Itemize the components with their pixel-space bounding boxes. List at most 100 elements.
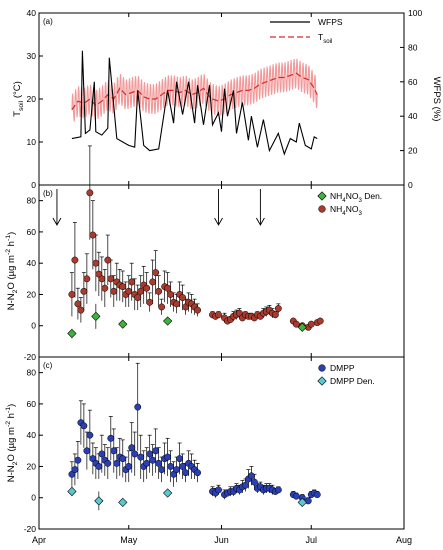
- den-point: [297, 497, 307, 508]
- data-point: [215, 311, 222, 319]
- legend-swatch-dmpp-den: [317, 376, 327, 386]
- data-point: [107, 275, 115, 283]
- data-point: [98, 450, 106, 458]
- panel-label: (a): [43, 17, 53, 26]
- den-point: [163, 316, 173, 326]
- y2-tick-label: 20: [408, 146, 418, 156]
- y-tick-label: 0: [31, 321, 36, 331]
- legend-swatch-nh4no3: [318, 205, 326, 213]
- panel-b-nh4no3-flux: -20 0 20 40 60 80 (b) N-N2O (µg m-2 h-1) NH4NO3 …: [5, 145, 405, 362]
- data-point: [241, 481, 249, 489]
- y2-tick-label: 80: [408, 42, 418, 52]
- data-point: [80, 287, 88, 295]
- data-point: [92, 259, 100, 267]
- data-point: [173, 300, 181, 308]
- data-point: [104, 256, 112, 264]
- data-point: [158, 466, 166, 474]
- den-point: [67, 486, 77, 497]
- legend-label-nh4no3: NH4NO3: [330, 204, 362, 217]
- data-point: [74, 300, 82, 308]
- data-point: [71, 466, 79, 474]
- data-point: [128, 278, 136, 286]
- shared-month-axis: Apr May Jun Jul Aug: [32, 535, 412, 545]
- data-point: [83, 275, 91, 283]
- data-point: [86, 189, 94, 197]
- den-point: [67, 328, 77, 339]
- data-point: [194, 306, 202, 314]
- data-point: [149, 278, 157, 286]
- data-point: [194, 469, 202, 477]
- den-point: [297, 322, 307, 332]
- data-point: [119, 455, 127, 463]
- data-point: [164, 284, 172, 292]
- data-point: [173, 466, 181, 474]
- y-axis-title: N-N2O (µg m-2 h-1): [5, 232, 19, 310]
- legend-tsoil-label: Tsoil: [318, 32, 332, 45]
- data-point: [89, 231, 97, 239]
- data-point: [152, 447, 160, 455]
- y-tick-label: 20: [27, 94, 37, 104]
- y-tick-label: 40: [27, 8, 37, 18]
- data-point: [137, 453, 145, 461]
- data-point: [128, 444, 136, 452]
- data-point: [307, 320, 315, 328]
- den-point: [91, 311, 101, 321]
- y-tick-label: 0: [31, 493, 36, 503]
- y2-axis-title: WFPS (%): [431, 77, 442, 122]
- data-point: [77, 306, 85, 314]
- data-point: [71, 256, 79, 264]
- data-point: [143, 459, 151, 467]
- legend-label-dmpp: DMPP: [330, 363, 355, 373]
- panel-label: (c): [43, 361, 53, 370]
- x-tick-label-jul: Jul: [305, 535, 317, 545]
- den-point: [94, 496, 104, 506]
- data-point: [179, 294, 187, 302]
- y-tick-label: 80: [27, 196, 37, 206]
- y2-tick-label: 60: [408, 77, 418, 87]
- y-tick-label: 20: [27, 289, 37, 299]
- data-point: [215, 486, 222, 494]
- legend-label-dmpp-den: DMPP Den.: [330, 376, 375, 386]
- fertilization-arrow-head: [214, 217, 223, 226]
- y2-tick-label: 0: [408, 180, 413, 190]
- legend-swatch-dmpp: [318, 364, 326, 372]
- data-point: [167, 463, 175, 470]
- y-tick-label: 40: [27, 430, 37, 440]
- data-point: [155, 459, 163, 467]
- data-point: [137, 287, 145, 295]
- data-point: [113, 459, 121, 467]
- data-point: [125, 463, 133, 470]
- legend-swatch-nh4no3-den: [317, 191, 327, 201]
- data-point: [316, 317, 324, 325]
- y-tick-label: 20: [27, 461, 37, 471]
- y-tick-label: 40: [27, 258, 37, 268]
- data-point: [247, 472, 255, 480]
- y-axis-title: N-N2O (µg m-2 h-1): [5, 404, 19, 482]
- data-point: [80, 422, 88, 430]
- data-point: [158, 303, 166, 311]
- y-tick-label: 60: [27, 227, 37, 237]
- x-tick-label-jun: Jun: [214, 535, 229, 545]
- data-point: [250, 478, 258, 486]
- y-tick-label: -20: [24, 524, 37, 534]
- y-tick-label: 0: [31, 180, 36, 190]
- den-point: [163, 488, 173, 498]
- y-tick-label: 80: [27, 368, 37, 378]
- data-point: [107, 434, 115, 442]
- data-point: [292, 320, 300, 328]
- data-point: [152, 269, 160, 277]
- legend-label-nh4no3-den: NH4NO3 Den.: [330, 191, 382, 204]
- data-point: [95, 463, 103, 470]
- data-point: [292, 492, 300, 500]
- data-point: [74, 456, 82, 464]
- data-point: [274, 486, 282, 494]
- data-point: [167, 291, 175, 298]
- data-point: [119, 283, 127, 291]
- data-point: [143, 284, 151, 292]
- y-tick-label: 10: [27, 137, 37, 147]
- y-tick-label: 30: [27, 51, 37, 61]
- data-point: [274, 305, 282, 312]
- panel-c-dmpp-flux: -20 0 20 40 60 80 (c) N-N2O (µg m-2 h-1) DMPP DMP…: [5, 356, 405, 534]
- data-point: [134, 294, 142, 302]
